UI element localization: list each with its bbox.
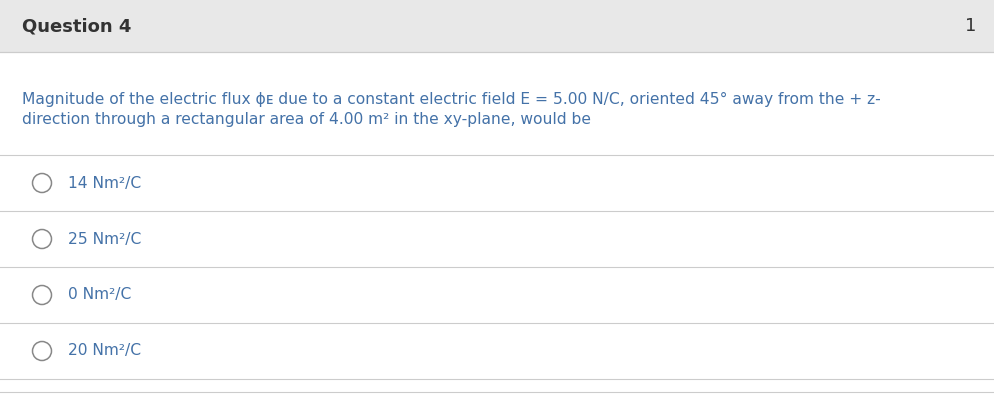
Bar <box>0 0 994 52</box>
Text: 0 Nm²/C: 0 Nm²/C <box>68 288 131 303</box>
Text: Question 4: Question 4 <box>22 17 131 35</box>
Text: direction through a rectangular area of 4.00 m² in the xy-plane, would be: direction through a rectangular area of … <box>22 112 591 127</box>
Text: 1: 1 <box>964 17 976 35</box>
Text: 20 Nm²/C: 20 Nm²/C <box>68 344 141 359</box>
Text: Magnitude of the electric flux ϕᴇ due to a constant electric field E = 5.00 N/C,: Magnitude of the electric flux ϕᴇ due to… <box>22 92 881 107</box>
Text: 14 Nm²/C: 14 Nm²/C <box>68 175 141 191</box>
Text: 25 Nm²/C: 25 Nm²/C <box>68 232 141 247</box>
